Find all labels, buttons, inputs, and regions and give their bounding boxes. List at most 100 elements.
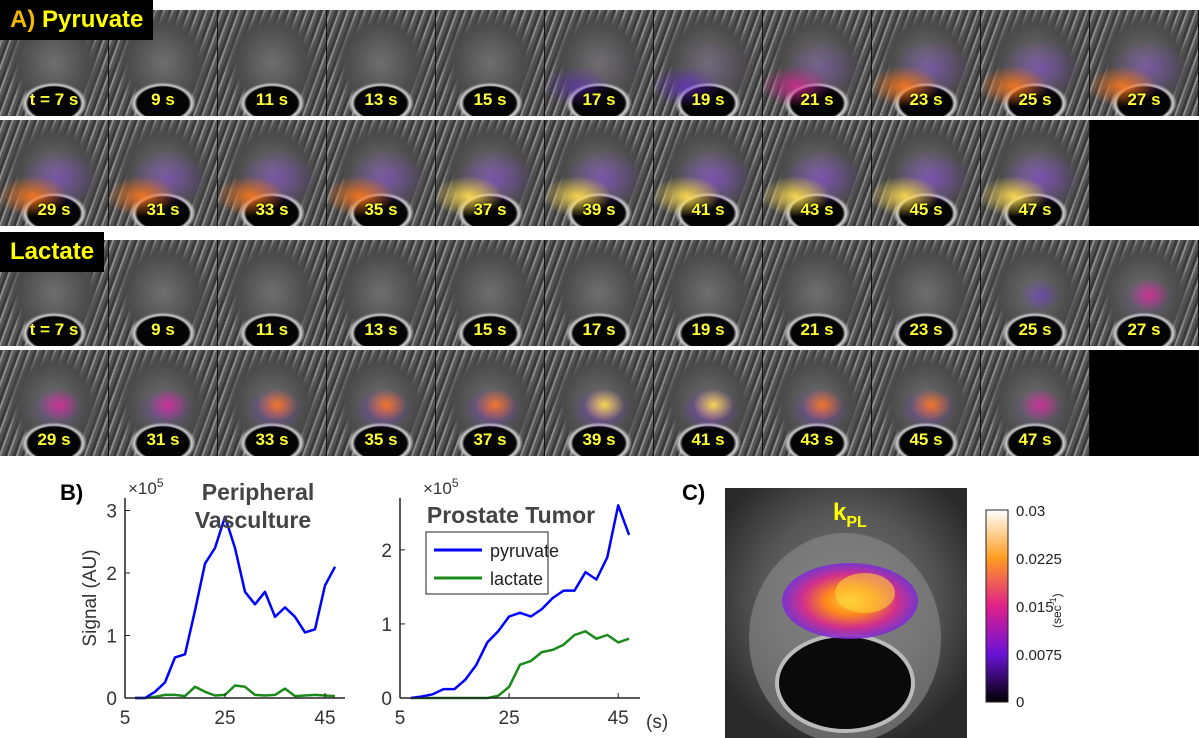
lactate-frame: 13 s — [327, 240, 435, 346]
mri-image — [545, 240, 653, 346]
time-label: 39 s — [582, 200, 616, 219]
c1-title-line2: Vasculture — [195, 507, 311, 533]
mri-image — [327, 350, 435, 456]
mri-image — [0, 350, 108, 456]
x-unit-label: (s) — [646, 712, 668, 733]
pyruvate-frame: 13 s — [327, 10, 435, 116]
legend-pyruvate-label: pyruvate — [490, 541, 559, 561]
time-label: 31 s — [146, 200, 180, 219]
time-label: 43 s — [800, 430, 834, 449]
series-line-lactate — [135, 684, 336, 700]
mri-image — [545, 350, 653, 456]
lactate-frame: 47 s — [981, 350, 1089, 456]
pyruvate-title: Pyruvate — [42, 6, 144, 33]
pyruvate-frame: 23 s — [872, 10, 980, 116]
time-label: 25 s — [1018, 90, 1052, 109]
time-label: 21 s — [800, 320, 834, 339]
y-axis-label: Signal (AU) — [80, 549, 101, 646]
time-label: 37 s — [473, 200, 507, 219]
x-tick-label: 45 — [314, 708, 335, 729]
mri-image — [109, 350, 217, 456]
time-label: 47 s — [1018, 200, 1052, 219]
lactate-frame: 27 s — [1090, 240, 1198, 346]
mri-image — [872, 240, 980, 346]
legend-box — [425, 531, 549, 595]
mri-image — [654, 120, 762, 226]
mri-image — [436, 350, 544, 456]
series-line-pyruvate — [135, 515, 337, 700]
time-label: 21 s — [800, 90, 834, 109]
pyruvate-frame: 37 s — [436, 120, 544, 226]
pyruvate-frame: 25 s — [981, 10, 1089, 116]
mri-image — [218, 120, 326, 226]
lactate-frame: 15 s — [436, 240, 544, 346]
lactate-header: Lactate — [0, 232, 105, 272]
time-label: 23 s — [909, 90, 943, 109]
pyruvate-frame: 11 s — [218, 10, 326, 116]
legend-lactate-label: lactate — [490, 569, 543, 589]
c1-title-line1: Peripheral — [202, 479, 315, 505]
mri-image — [1090, 240, 1198, 346]
mri-image — [872, 10, 980, 116]
c1-scale: ×105 — [128, 476, 164, 498]
mri-image — [981, 120, 1089, 226]
y-tick-label: 2 — [106, 564, 117, 585]
mri-image — [654, 350, 762, 456]
colorbar-tick-0: 0.03 — [1016, 503, 1045, 520]
pyruvate-frame: 29 s — [0, 120, 108, 226]
mri-image — [436, 10, 544, 116]
panel-a-label: A) — [10, 6, 36, 33]
pyruvate-frame: 43 s — [763, 120, 871, 226]
series-line-pyruvate — [410, 504, 631, 700]
lactate-frame: 45 s — [872, 350, 980, 456]
pyruvate-frame: 39 s — [545, 120, 653, 226]
time-label: 13 s — [364, 320, 398, 339]
pyruvate-frame: 35 s — [327, 120, 435, 226]
y-tick-label: 1 — [381, 615, 392, 636]
panel-c-label: C) — [682, 480, 706, 505]
pyruvate-frame: 41 s — [654, 120, 762, 226]
mri-image — [327, 240, 435, 346]
mri-image — [872, 350, 980, 456]
time-label: 27 s — [1127, 320, 1161, 339]
colorbar-tick-2: 0.015 — [1016, 599, 1054, 616]
time-label: 45 s — [909, 430, 943, 449]
pyruvate-strip-row2: 29 s 31 s 33 s 35 s 37 s 39 s 41 s 43 s 45 s 47 s — [0, 120, 1199, 226]
chart-tumor: ×105 Prostate Tumor pyruvate lactate (s)… — [381, 476, 668, 733]
mri-image — [654, 10, 762, 116]
lactate-frame: 21 s — [763, 240, 871, 346]
mri-image — [436, 240, 544, 346]
time-label: 17 s — [582, 90, 616, 109]
pyruvate-header: A) Pyruvate — [0, 0, 154, 40]
colorbar-tick-4: 0 — [1016, 694, 1024, 711]
time-label: 41 s — [691, 200, 725, 219]
lactate-frame: 19 s — [654, 240, 762, 346]
pyruvate-frame: 47 s — [981, 120, 1089, 226]
colorbar-tick-1: 0.0225 — [1016, 551, 1062, 568]
lactate-frame: 39 s — [545, 350, 653, 456]
mri-image — [654, 240, 762, 346]
lactate-frame: 17 s — [545, 240, 653, 346]
mri-image — [545, 120, 653, 226]
lactate-strip-row2: 29 s 31 s 33 s 35 s 37 s 39 s 41 s 43 s 45 s 47 s — [0, 350, 1199, 456]
mri-image — [981, 10, 1089, 116]
pyruvate-strip-row1: t = 7 s 9 s 11 s 13 s 15 s 17 s 19 s 21 s 23 s 25… — [0, 10, 1199, 116]
colorbar-tick-3: 0.0075 — [1016, 647, 1062, 664]
pyruvate-frame: 15 s — [436, 10, 544, 116]
empty-frame — [1090, 350, 1198, 456]
mri-image — [327, 120, 435, 226]
mri-image — [545, 10, 653, 116]
time-label: 17 s — [582, 320, 616, 339]
kpl-hotspot-core — [835, 573, 895, 613]
lactate-frame: 33 s — [218, 350, 326, 456]
time-label: 33 s — [255, 430, 289, 449]
x-tick-label: 25 — [214, 708, 235, 729]
pyruvate-frame: 33 s — [218, 120, 326, 226]
kpl-title: kPL — [833, 499, 867, 531]
empty-frame — [1090, 120, 1198, 226]
mri-image — [109, 240, 217, 346]
time-label: 15 s — [473, 90, 507, 109]
x-tick-label: 45 — [608, 708, 629, 729]
time-label: 9 s — [151, 90, 175, 109]
time-label: 19 s — [691, 320, 725, 339]
